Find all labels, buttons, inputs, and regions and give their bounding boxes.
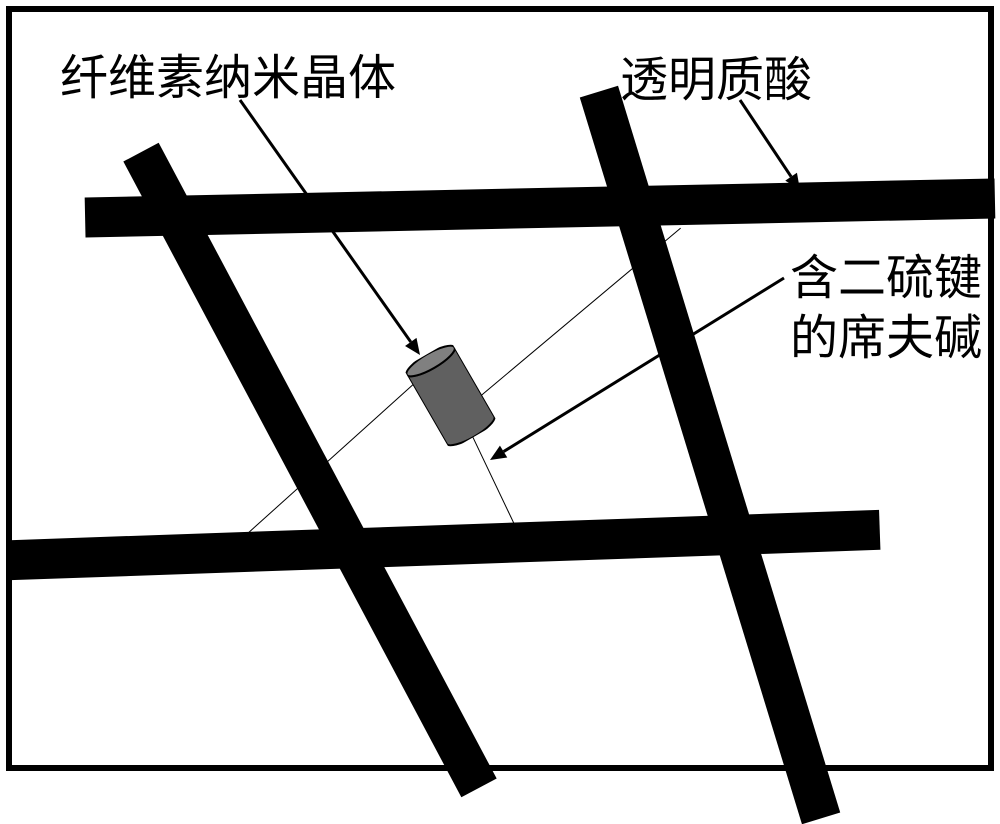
label-schiff-line2: 的席夫碱: [790, 298, 982, 368]
cellulose-nanocrystal: [402, 340, 497, 450]
ha-bar-horizontal-1: [85, 178, 996, 237]
label-hyaluronic-acid: 透明质酸: [620, 40, 812, 110]
label-arrows: [0, 0, 1000, 777]
ha-bar-diagonal-1: [123, 143, 496, 798]
label-cellulose-nanocrystal: 纤维素纳米晶体: [60, 38, 396, 108]
diagram-frame: [6, 6, 994, 771]
schiff-link-2: [469, 430, 520, 536]
